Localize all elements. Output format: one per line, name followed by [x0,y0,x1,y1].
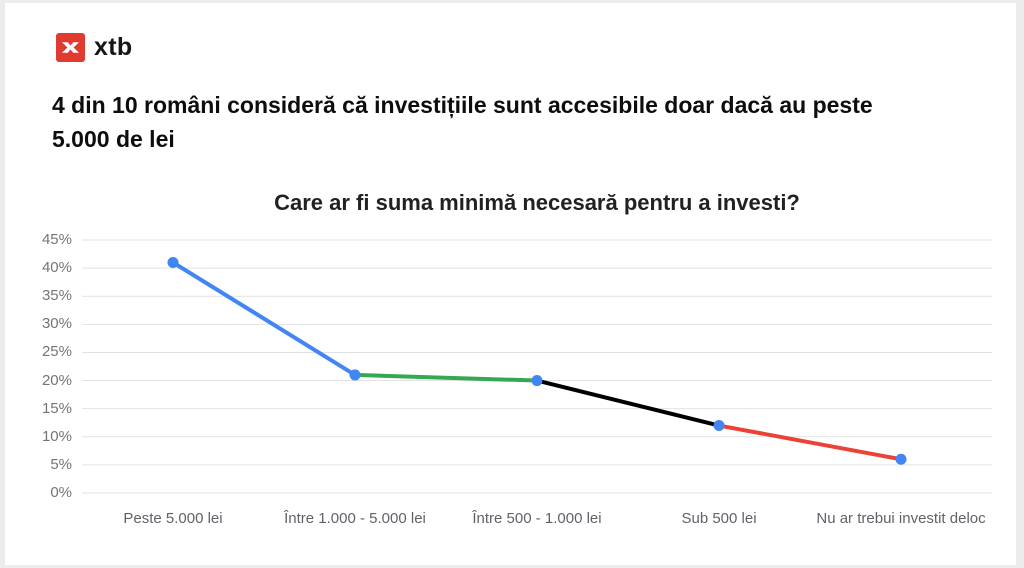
y-tick-label: 5% [50,455,72,473]
x-category-label: Peste 5.000 lei [123,510,223,527]
y-tick-label: 0% [50,484,72,501]
chart-title: Care ar fi suma minimă necesară pentru a… [274,190,800,215]
y-tick-label: 20% [41,371,72,389]
xtb-brand-text: xtb [94,33,133,61]
data-point [895,453,907,465]
x-category-label: Între 500 - 1.000 lei [472,510,602,527]
line-segment [353,372,539,383]
x-category-label: Între 1.000 - 5.000 lei [284,510,426,527]
headline: 4 din 10 români consideră că investițiil… [52,92,873,152]
y-tick-label: 45% [41,231,72,248]
line-segment [171,260,357,377]
data-point [349,369,361,381]
xtb-logo: xtb [56,33,132,62]
y-tick-label: 35% [41,287,72,305]
x-category-label: Nu ar trebui investit deloc [816,510,986,527]
line-segment [717,423,903,462]
y-tick-label: 25% [41,343,72,361]
data-point [531,375,543,387]
y-tick-label: 30% [41,315,72,333]
content-card [5,3,1016,565]
y-tick-label: 10% [41,427,72,445]
x-category-label: Sub 500 lei [681,510,757,527]
line-segment [535,378,721,428]
y-tick-label: 15% [41,399,72,417]
y-tick-label: 40% [41,259,72,277]
data-point [713,420,725,432]
xtb-x-logo-icon [56,33,85,62]
data-point [167,256,179,268]
